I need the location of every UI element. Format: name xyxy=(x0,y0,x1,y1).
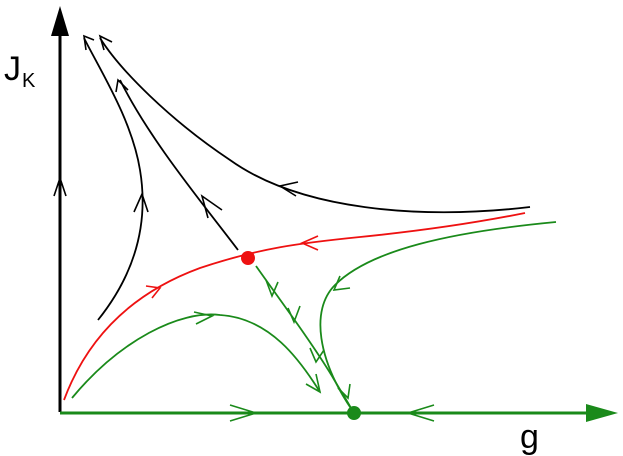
separatrix-red-curve xyxy=(63,212,526,401)
separatrix-arrow-1 xyxy=(145,285,162,299)
y-axis-flow-arrow xyxy=(53,175,67,197)
flow-line-top-arrow-2 xyxy=(98,34,113,51)
flow-line-middle-arrow-2 xyxy=(115,78,129,93)
green-arc-arrow-2 xyxy=(305,373,322,394)
green-mid-arrow-2 xyxy=(287,305,301,325)
flow-line-middle-arrow-1 xyxy=(200,194,223,219)
flow-line-left-black xyxy=(83,37,144,321)
flow-line-middle-black xyxy=(119,79,239,251)
separatrix-arrow-2 xyxy=(300,235,319,251)
y-axis-arrowhead xyxy=(51,6,69,36)
intermediate-fixed-point xyxy=(241,251,255,265)
x-axis-flow-arrow-right xyxy=(229,404,259,422)
flow-line-green-right xyxy=(319,221,557,411)
stable-fixed-point xyxy=(347,406,361,420)
green-mid-arrow-1 xyxy=(265,279,279,299)
flow-line-left-arrow-1 xyxy=(133,191,149,213)
flow-line-green-lower-arc xyxy=(71,313,321,399)
y-axis-label-main: J xyxy=(4,50,21,88)
x-axis-flow-arrow-left xyxy=(405,404,435,422)
y-axis-label: JK xyxy=(4,52,35,91)
flow-line-top-arrow-1 xyxy=(277,181,299,197)
green-mid-arrow-3 xyxy=(309,347,325,364)
flow-line-top-black xyxy=(99,37,531,214)
x-axis-label: g xyxy=(520,418,539,456)
green-arc-arrow-1 xyxy=(193,311,215,325)
y-axis-label-subscript: K xyxy=(22,70,36,92)
green-right-arrow-1 xyxy=(332,275,351,291)
flow-line-left-arrow-2 xyxy=(83,34,95,51)
x-axis-arrowhead xyxy=(586,404,618,422)
